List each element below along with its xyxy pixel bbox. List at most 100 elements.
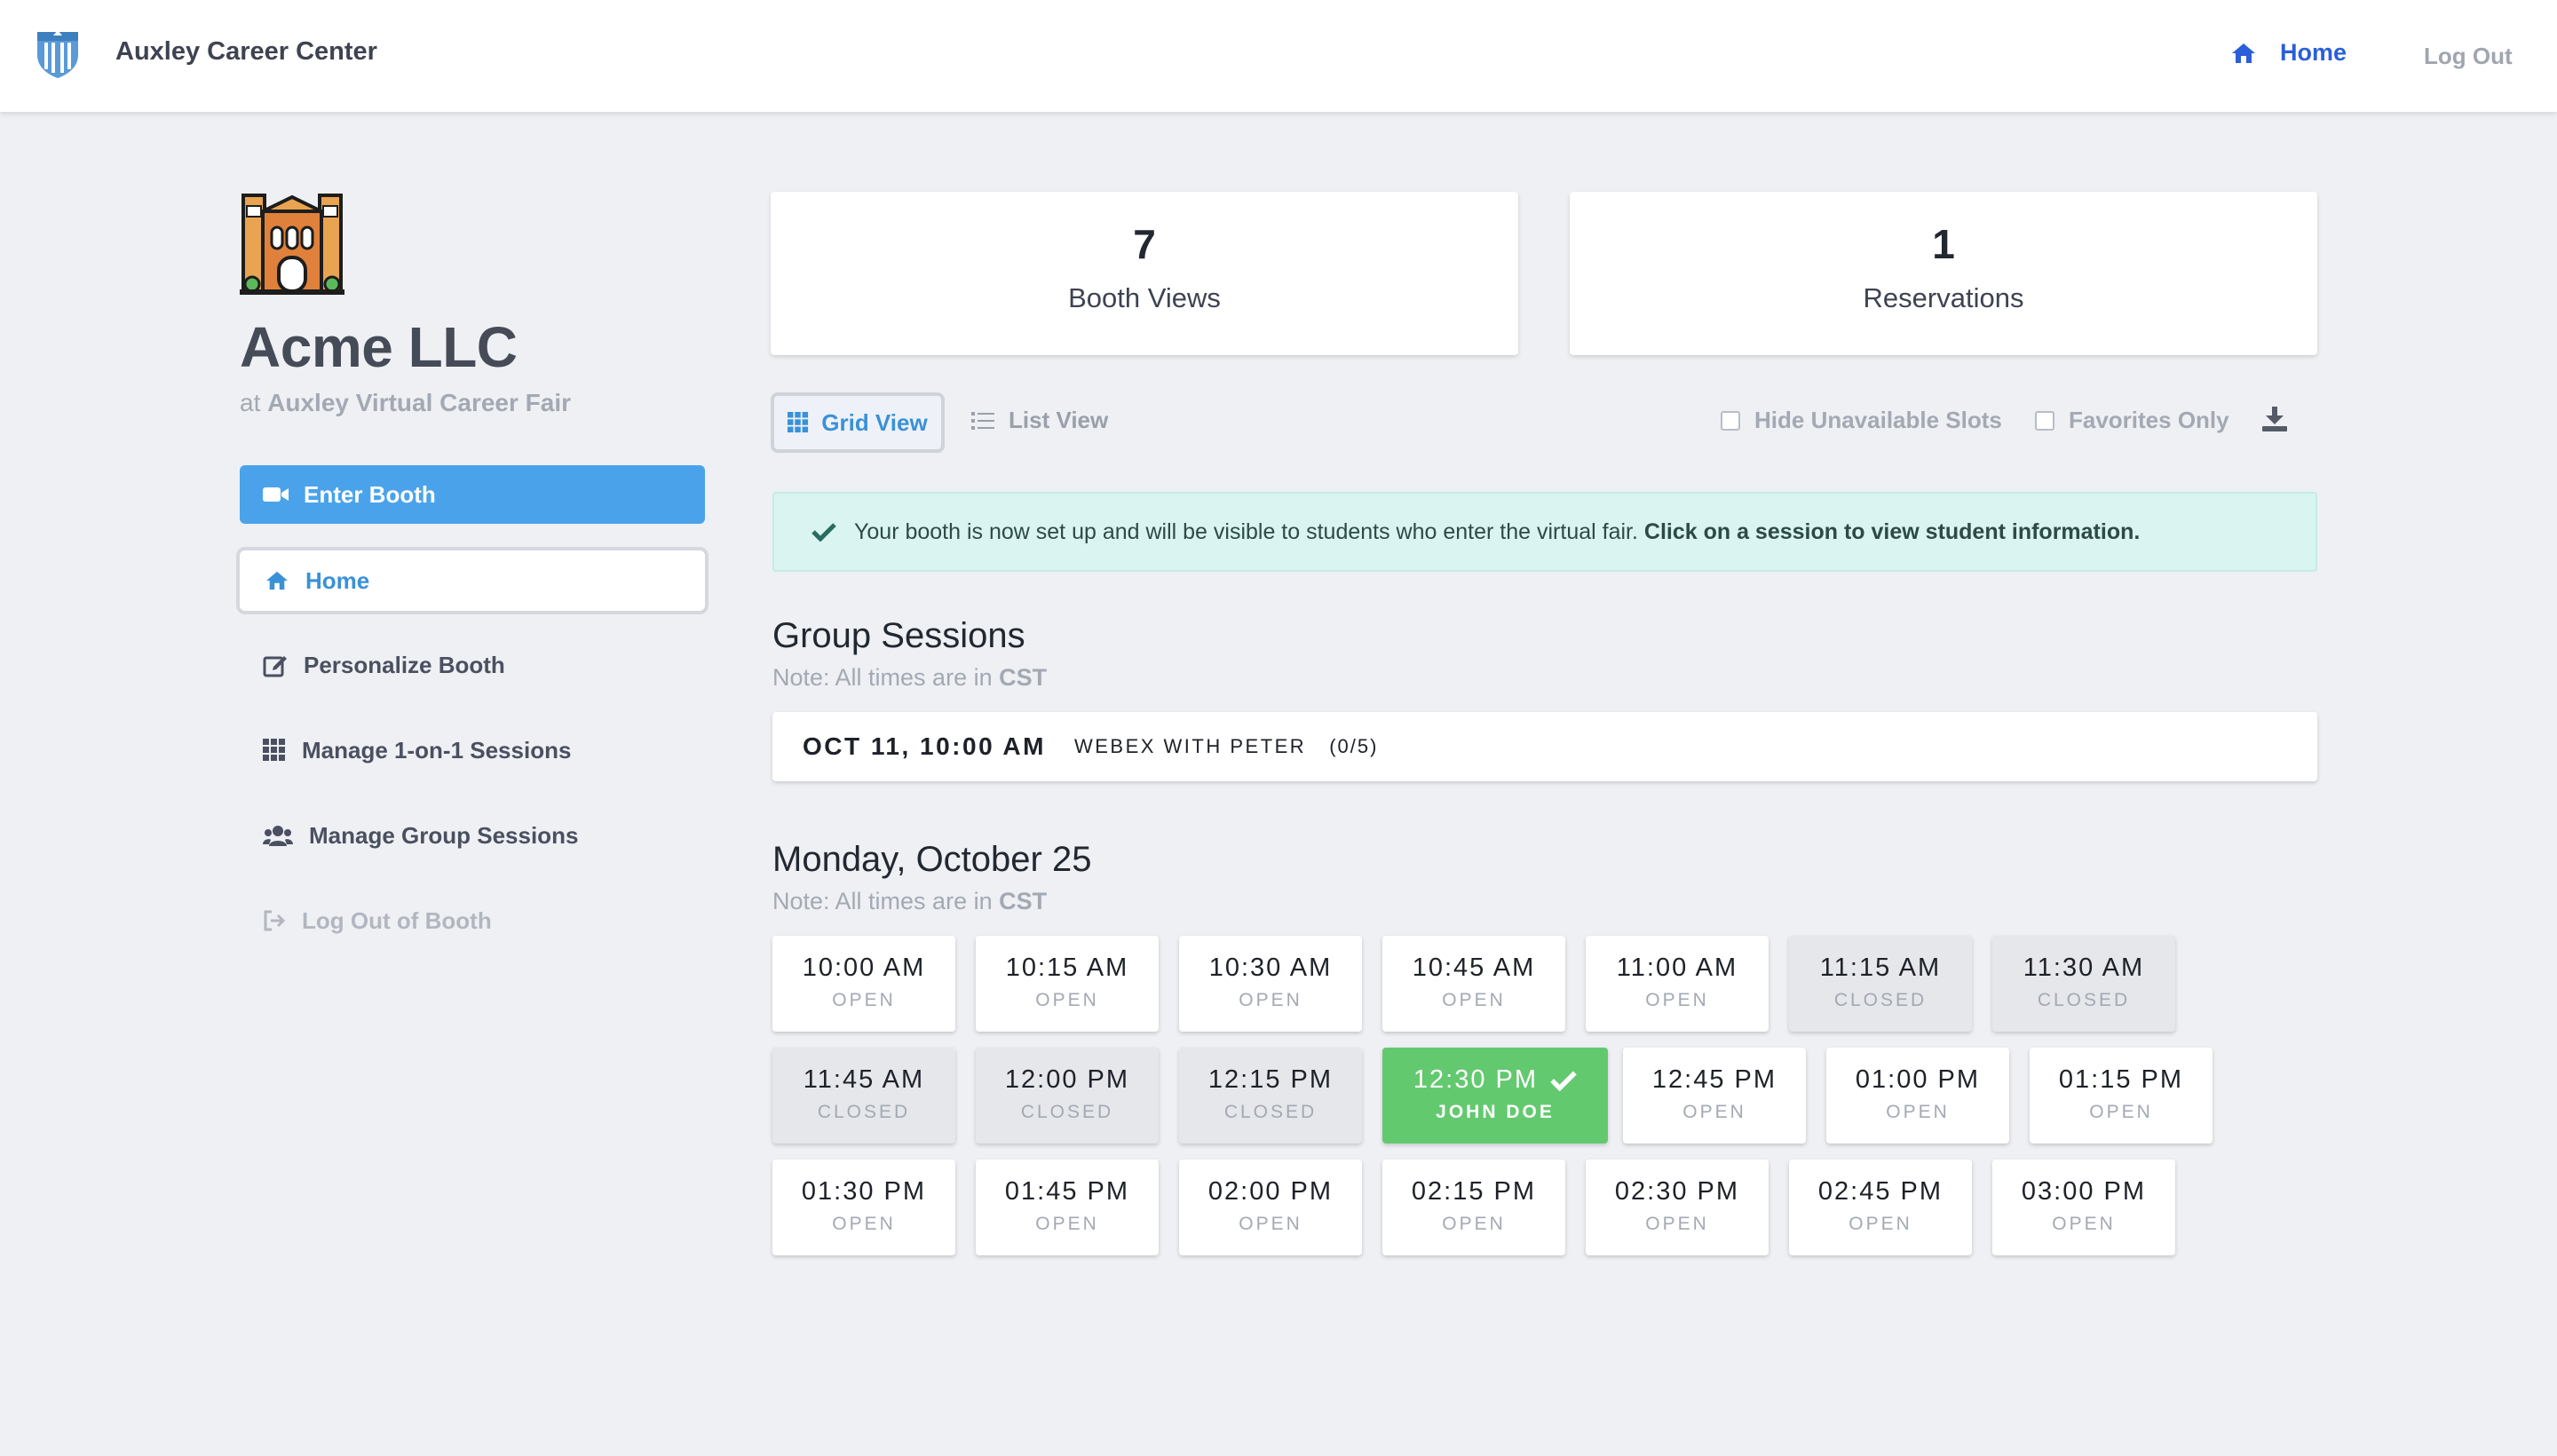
sidebar-item-log-out-booth[interactable]: Log Out of Booth [240,890,705,952]
time-slot[interactable]: 10:45 AM OPEN [1382,936,1565,1032]
slot-status: OPEN [1848,1214,1912,1234]
time-slot[interactable]: 11:45 AM CLOSED [772,1048,955,1143]
grid-view-toggle[interactable]: Grid View [771,392,945,453]
slot-time: 01:30 PM [772,1177,955,1207]
time-slot[interactable]: 10:00 AM OPEN [772,936,955,1032]
home-icon [266,571,288,590]
time-slot[interactable]: 02:45 PM OPEN [1789,1159,1972,1255]
slot-time: 02:45 PM [1789,1177,1972,1207]
company-logo-icon [240,194,344,295]
slot-time: 02:00 PM [1179,1177,1362,1207]
timezone: CST [999,888,1048,914]
time-slot[interactable]: 02:30 PM OPEN [1586,1159,1769,1255]
slot-time: 02:15 PM [1382,1177,1565,1207]
nav-logout-link[interactable]: Log Out [2424,43,2513,69]
slot-time-text: 11:15 AM [1819,954,1942,982]
time-slot[interactable]: 02:15 PM OPEN [1382,1159,1565,1255]
reservations-label: Reservations [1863,282,2024,313]
slot-status: OPEN [832,990,896,1010]
list-icon [971,411,994,430]
check-icon [1550,1071,1577,1091]
slot-status: OPEN [1035,990,1099,1010]
time-slot[interactable]: 11:00 AM OPEN [1586,936,1769,1032]
slot-time: 10:00 AM [772,954,955,983]
nav-home-link[interactable]: Home [2230,39,2347,67]
slot-time-text: 11:45 AM [803,1065,925,1094]
slot-time-text: 01:45 PM [1004,1177,1130,1206]
slot-time: 12:15 PM [1179,1065,1362,1095]
slot-status: OPEN [2089,1102,2153,1122]
slot-time-text: 12:00 PM [1004,1065,1130,1094]
time-slot[interactable]: 10:15 AM OPEN [976,936,1159,1032]
list-view-toggle[interactable]: List View [971,407,1108,434]
time-slot[interactable]: 03:00 PM OPEN [1992,1159,2175,1255]
slot-status: OPEN [2052,1214,2116,1234]
slot-status: CLOSED [1833,990,1928,1010]
time-slot[interactable]: 02:00 PM OPEN [1179,1159,1362,1255]
favorites-only-label: Favorites Only [2069,407,2229,433]
note-prefix: Note: All times are in [772,664,993,691]
slot-time: 10:30 AM [1179,954,1362,983]
users-icon [263,826,293,846]
hide-unavailable-checkbox[interactable]: Hide Unavailable Slots [1721,407,2002,434]
slot-status: CLOSED [2037,990,2131,1010]
group-sessions-title: Group Sessions [772,616,1025,655]
check-icon [811,523,836,542]
booth-setup-alert: Your booth is now set up and will be vis… [772,492,2317,572]
slot-time: 11:30 AM [1992,954,2175,983]
slot-time-text: 10:15 AM [1005,954,1129,982]
shield-logo-icon[interactable] [36,28,80,80]
group-session-name: WEBEX WITH PETER [1073,735,1307,757]
day-schedule-timezone-note: Note: All times are in CST [772,888,1047,915]
slot-time-text: 12:30 PM [1413,1065,1539,1094]
slot-time-text: 02:15 PM [1411,1177,1537,1206]
grid-icon [788,412,809,433]
download-icon[interactable] [2262,407,2287,431]
time-slot[interactable]: 11:30 AM CLOSED [1992,936,2175,1032]
sidebar-item-manage-group[interactable]: Manage Group Sessions [240,804,705,866]
time-slot[interactable]: 01:00 PM OPEN [1826,1048,2009,1143]
time-slot[interactable]: 12:00 PM CLOSED [976,1048,1159,1143]
slot-time: 10:15 AM [976,954,1159,983]
grid-view-label: Grid View [821,408,928,436]
time-slot[interactable]: 01:30 PM OPEN [772,1159,955,1255]
time-slot[interactable]: 01:45 PM OPEN [976,1159,1159,1255]
slot-time: 03:00 PM [1992,1177,2175,1207]
checkbox-box[interactable] [1721,410,1740,431]
checkbox-box[interactable] [2035,410,2054,431]
at-prefix: at [240,389,261,416]
slot-status: OPEN [1442,990,1506,1010]
group-session-date: OCT 11, 10:00 AM [803,732,1046,760]
sidebar-item-manage-1on1[interactable]: Manage 1-on-1 Sessions [240,719,705,781]
sidebar-item-home[interactable]: Home [236,547,709,614]
grid-icon [263,739,285,761]
time-slot[interactable]: 12:15 PM CLOSED [1179,1048,1362,1143]
favorites-only-checkbox[interactable]: Favorites Only [2035,407,2229,434]
timezone: CST [999,664,1048,691]
time-slot[interactable]: 12:45 PM OPEN [1623,1048,1806,1143]
slot-time-text: 02:00 PM [1207,1177,1334,1206]
time-slot[interactable]: 10:30 AM OPEN [1179,936,1362,1032]
slot-time-text: 11:30 AM [2023,954,2145,982]
slot-status: OPEN [1239,1214,1302,1234]
slot-time-text: 02:45 PM [1817,1177,1943,1206]
time-slot[interactable]: 01:15 PM OPEN [2030,1048,2213,1143]
slot-time-text: 01:30 PM [801,1177,927,1206]
sidebar-item-personalize-booth[interactable]: Personalize Booth [240,634,705,696]
enter-booth-button[interactable]: Enter Booth [240,465,705,524]
slot-time-text: 03:00 PM [2021,1177,2147,1206]
brand-title[interactable]: Auxley Career Center [115,37,377,66]
sign-out-icon [264,910,286,931]
fair-name: Auxley Virtual Career Fair [267,389,572,416]
slot-time: 01:00 PM [1826,1065,2009,1095]
reservations-card: 1 Reservations [1570,192,2317,355]
time-slot[interactable]: 12:30 PM JOHN DOE [1382,1048,1608,1143]
sidebar-item-label: Home [305,566,370,594]
time-slot[interactable]: 11:15 AM CLOSED [1789,936,1972,1032]
slot-time: 02:30 PM [1586,1177,1769,1207]
slot-time-text: 10:45 AM [1412,954,1536,982]
booth-views-card: 7 Booth Views [771,192,1518,355]
slot-time: 10:45 AM [1382,954,1565,983]
group-session-row[interactable]: OCT 11, 10:00 AM WEBEX WITH PETER (0/5) [772,712,2317,781]
slot-time-text: 01:15 PM [2058,1065,2184,1094]
